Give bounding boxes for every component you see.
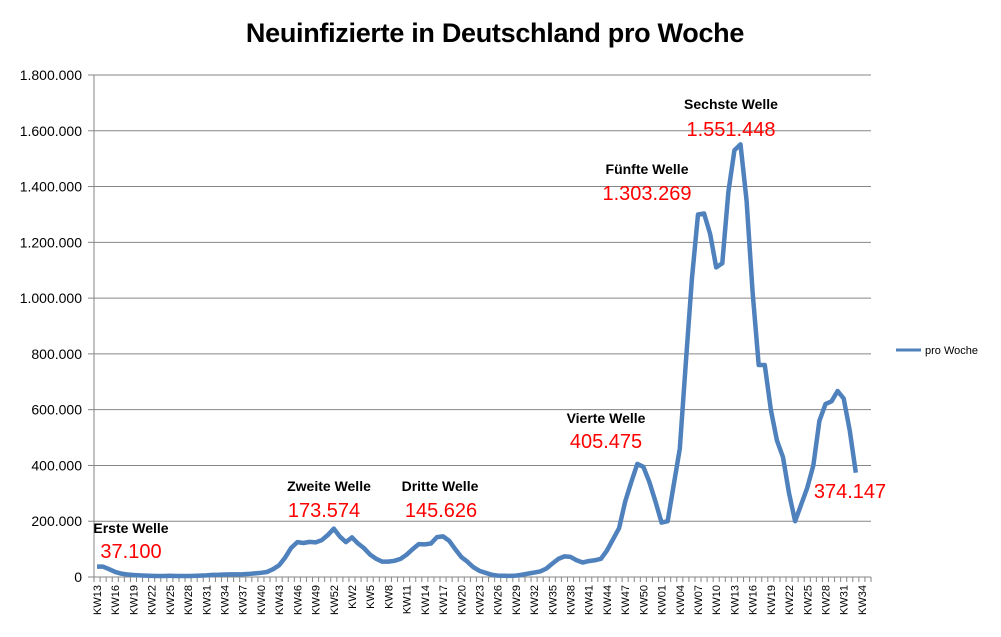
x-tick-label: KW8 — [383, 585, 395, 609]
legend-label: pro Woche — [925, 345, 978, 357]
x-tick-label: KW28 — [820, 585, 832, 615]
x-tick-label: KW17 — [438, 585, 450, 615]
x-tick-label: KW26 — [493, 585, 505, 615]
x-tick-label: KW23 — [474, 585, 486, 615]
x-tick-label: KW40 — [256, 585, 268, 615]
gridlines — [94, 74, 871, 522]
y-tick-label: 600.000 — [31, 402, 82, 418]
y-tick-label: 1.200.000 — [20, 234, 82, 250]
x-tick-label: KW34 — [857, 585, 869, 615]
x-tick-label: KW20 — [456, 585, 468, 615]
x-tick-label: KW22 — [784, 585, 796, 615]
x-tick-label: KW01 — [657, 585, 669, 615]
annotation-label: Erste Welle — [93, 520, 168, 536]
x-tick-label: KW31 — [839, 585, 851, 615]
annotation-value: 405.475 — [570, 431, 642, 453]
x-tick-label: KW19 — [128, 585, 140, 615]
y-tick-label: 0 — [74, 569, 82, 585]
x-tick-label: KW14 — [420, 585, 432, 615]
x-tick-label: KW16 — [110, 585, 122, 615]
x-tick-label: KW25 — [165, 585, 177, 615]
x-tick-label: KW50 — [638, 585, 650, 615]
x-tick-label: KW44 — [602, 585, 614, 615]
x-tick-label: KW29 — [511, 585, 523, 615]
y-tick-label: 400.000 — [31, 457, 82, 473]
x-tick-label: KW41 — [584, 585, 596, 615]
x-tick-label: KW35 — [547, 585, 559, 615]
annotation-label: Zweite Welle — [287, 478, 371, 494]
x-tick-label: KW11 — [402, 585, 414, 614]
annotations: Erste Welle 37.100 Zweite Welle 173.574 Drit… — [93, 96, 886, 563]
x-tick-label: KW10 — [711, 585, 723, 615]
x-tick-label: KW04 — [675, 585, 687, 615]
y-tick-label: 1.600.000 — [20, 123, 82, 139]
annotation-value: 37.100 — [100, 541, 161, 563]
legend: pro Woche — [896, 345, 978, 357]
x-tick-label: KW31 — [201, 585, 213, 615]
y-tick-label: 1.400.000 — [20, 179, 82, 195]
series-group — [97, 142, 859, 579]
y-tick-label: 1.800.000 — [20, 67, 82, 83]
annotation-label: Sechste Welle — [684, 96, 778, 112]
x-tick-label: KW19 — [766, 585, 778, 615]
y-tick-label: 1.000.000 — [20, 290, 82, 306]
x-tick-label: KW28 — [183, 585, 195, 615]
x-tick-label: KW46 — [292, 585, 304, 615]
chart-title: Neuinfizierte in Deutschland pro Woche — [245, 18, 745, 48]
x-tick-label: KW49 — [311, 585, 323, 615]
annotation-value: 173.574 — [288, 500, 360, 522]
annotation-value: 374.147 — [814, 481, 886, 503]
x-axis: KW13 KW16 KW19 KW22 KW25 KW28 KW31 KW34 KW37 KW40… — [88, 576, 872, 615]
annotation-label: Vierte Welle — [567, 410, 646, 426]
x-tick-label: KW22 — [147, 585, 159, 615]
x-tick-label: KW43 — [274, 585, 286, 615]
annotation-label: Dritte Welle — [402, 478, 479, 494]
y-tick-label: 800.000 — [31, 346, 82, 362]
annotation-label: Fünfte Welle — [606, 161, 689, 177]
x-tick-label: KW37 — [238, 585, 250, 615]
x-tick-label: KW5 — [365, 585, 377, 609]
x-tick-label: KW25 — [802, 585, 814, 615]
y-tick-label: 200.000 — [31, 513, 82, 529]
annotation-value: 1.303.269 — [603, 183, 692, 205]
x-tick-label: KW13 — [92, 585, 104, 615]
annotation-value: 1.551.448 — [687, 119, 776, 141]
x-tick-label: KW16 — [748, 585, 760, 615]
x-tick-label: KW34 — [220, 585, 232, 615]
x-tick-label: KW38 — [566, 585, 578, 615]
series-line-pro-woche — [97, 142, 859, 579]
x-tick-label: KW07 — [693, 585, 705, 615]
y-axis: 0 200.000 400.000 600.000 800.000 1.000.000 1.… — [20, 67, 95, 585]
x-tick-label: KW2 — [347, 585, 359, 609]
annotation-value: 145.626 — [405, 500, 477, 522]
x-tick-label: KW32 — [529, 585, 541, 615]
x-tick-label: KW13 — [729, 585, 741, 615]
x-tick-label: KW52 — [329, 585, 341, 615]
x-tick-label: KW47 — [620, 585, 632, 615]
